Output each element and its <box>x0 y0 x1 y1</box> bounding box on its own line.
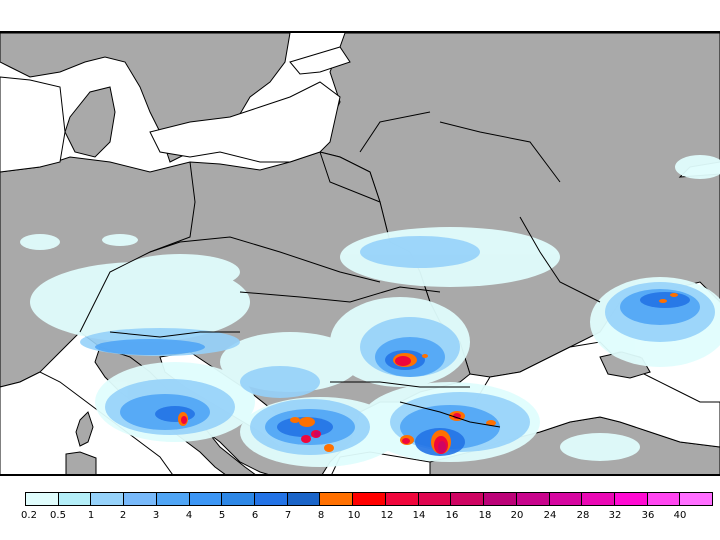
legend-label: 10 <box>347 510 361 521</box>
legend-label: 4 <box>185 510 193 521</box>
legend-swatch <box>451 493 485 505</box>
country-borders <box>79 111 601 428</box>
legend-label: 0.2 <box>21 510 37 521</box>
legend-label: 0.5 <box>50 510 66 521</box>
legend-swatch <box>124 493 157 505</box>
legend-label: 12 <box>380 510 394 521</box>
legend-label: 14 <box>412 510 426 521</box>
legend-swatch <box>614 493 648 505</box>
legend-label: 24 <box>543 510 557 521</box>
legend-swatch <box>647 493 681 505</box>
legend-swatch <box>255 493 288 505</box>
color-legend <box>25 492 713 506</box>
legend-label: 8 <box>317 510 325 521</box>
legend-swatch <box>549 493 583 505</box>
legend-swatch <box>222 493 256 505</box>
legend-swatch <box>516 493 550 505</box>
legend-label: 5 <box>218 510 226 521</box>
legend-swatch <box>91 493 125 505</box>
legend-swatch <box>156 493 190 505</box>
legend-swatch <box>484 493 517 505</box>
legend-swatch <box>287 493 321 505</box>
legend-label: 6 <box>251 510 259 521</box>
legend-label: 2 <box>119 510 127 521</box>
map-canvas <box>0 33 720 474</box>
legend-swatch <box>189 493 223 505</box>
legend-label: 1 <box>87 510 95 521</box>
precip-16 <box>314 431 446 453</box>
precipitation-map <box>0 31 720 476</box>
legend-label: 32 <box>608 510 622 521</box>
legend-swatch <box>353 493 386 505</box>
legend-label: 28 <box>576 510 590 521</box>
legend-labels: 0.2 0.5 1 2 3 4 5 6 7 8 10 12 14 16 18 2… <box>0 510 720 524</box>
legend-swatch <box>385 493 419 505</box>
legend-swatch <box>418 493 452 505</box>
legend-swatch <box>582 493 615 505</box>
legend-swatch <box>320 493 354 505</box>
legend-label: 16 <box>445 510 459 521</box>
legend-label: 3 <box>152 510 160 521</box>
legend-label: 18 <box>478 510 492 521</box>
legend-swatch <box>26 493 59 505</box>
legend-label: 36 <box>641 510 655 521</box>
legend-swatch <box>680 493 713 505</box>
legend-label: 7 <box>284 510 292 521</box>
legend-swatch <box>58 493 92 505</box>
legend-label: 40 <box>673 510 687 521</box>
legend-label: 20 <box>510 510 524 521</box>
